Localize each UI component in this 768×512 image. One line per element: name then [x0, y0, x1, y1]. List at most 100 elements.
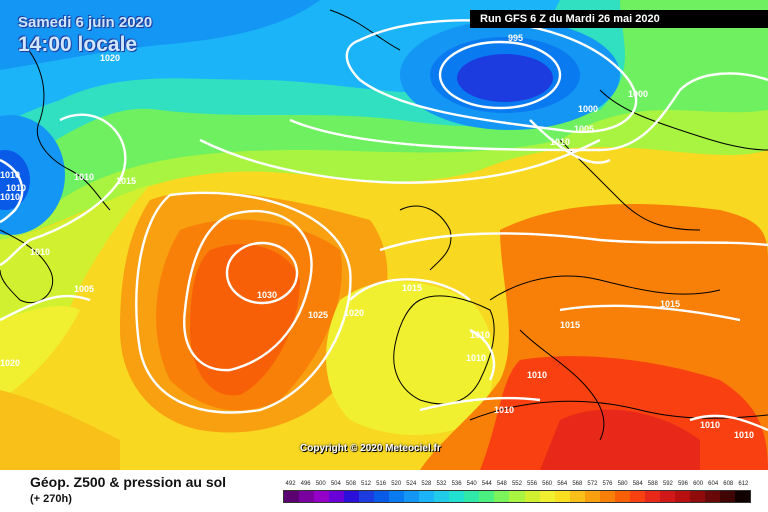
scale-tick-label: 600 — [693, 481, 704, 487]
color-scale: 492 496 500 504 508 512 516 520 524 528 532 536 540 5… — [283, 479, 751, 505]
pressure-label: 1010 — [6, 183, 26, 193]
scale-swatches — [283, 490, 751, 503]
scale-swatch — [434, 491, 450, 502]
scale-tick-label: 608 — [723, 481, 734, 487]
scale-tick-label: 540 — [466, 481, 477, 487]
forecast-map: 995 1000 1000 1005 1010 1010 1020 1010 1… — [0, 0, 768, 470]
isobar-1010d — [419, 396, 541, 412]
scale-tick-label: 552 — [511, 481, 522, 487]
scale-swatch — [479, 491, 495, 502]
scale-tick-label: 556 — [527, 481, 538, 487]
pressure-label: 1000 — [628, 89, 648, 99]
scale-swatch — [314, 491, 330, 502]
scale-tick-label: 492 — [285, 481, 296, 487]
scale-tick-label: 584 — [632, 481, 643, 487]
scale-tick-label: 496 — [300, 481, 311, 487]
legend-title: Géop. Z500 & pression au sol — [30, 474, 227, 490]
isobar-1000b — [529, 119, 611, 164]
scale-swatch — [329, 491, 345, 502]
scale-swatch — [419, 491, 435, 502]
scale-tick-label: 512 — [361, 481, 372, 487]
scale-swatch — [344, 491, 360, 502]
scale-tick-label: 596 — [677, 481, 688, 487]
scale-swatch — [719, 491, 735, 502]
scale-tick-label: 580 — [617, 481, 628, 487]
isobar-1015 — [349, 278, 471, 301]
scale-swatch — [569, 491, 585, 502]
pressure-label: 1015 — [402, 283, 422, 293]
forecast-date: Samedi 6 juin 2020 — [18, 14, 153, 31]
pressure-label: 1010 — [0, 170, 20, 180]
isobar-1005 — [289, 72, 768, 152]
scale-tick-label: 612 — [738, 481, 749, 487]
scale-swatch — [359, 491, 375, 502]
pressure-label: 1015 — [660, 299, 680, 309]
pressure-label: 1030 — [257, 290, 277, 300]
scale-swatch — [509, 491, 525, 502]
scale-swatch — [284, 491, 300, 502]
scale-tick-label: 532 — [436, 481, 447, 487]
pressure-label: 995 — [508, 33, 523, 43]
z500-field-map: 995 1000 1000 1005 1010 1010 1020 1010 1… — [0, 0, 768, 470]
isobar-1015c — [559, 304, 741, 322]
pressure-label: 1015 — [116, 176, 136, 186]
scale-tick-label: 528 — [421, 481, 432, 487]
scale-swatch — [584, 491, 600, 502]
pressure-label: 1005 — [574, 124, 594, 134]
scale-tick-label: 572 — [587, 481, 598, 487]
scale-swatch — [629, 491, 645, 502]
pressure-label: 1010 — [74, 172, 94, 182]
pressure-label: 1010 — [494, 405, 514, 415]
isobar-1010b — [0, 113, 127, 267]
pressure-label: 1005 — [74, 284, 94, 294]
scale-tick-label: 504 — [330, 481, 341, 487]
isobar-1020b — [135, 191, 352, 414]
scale-tick-label: 568 — [572, 481, 583, 487]
isobar-1020 — [0, 294, 91, 322]
scale-swatch — [404, 491, 420, 502]
pressure-label: 1000 — [578, 104, 598, 114]
scale-tick-label: 588 — [647, 481, 658, 487]
copyright-notice: Copyright © 2020 Meteociel.fr — [300, 443, 441, 454]
scale-swatch — [734, 491, 750, 502]
isobar-1010 — [199, 138, 601, 184]
pressure-label: 1020 — [344, 308, 364, 318]
scale-swatch — [389, 491, 405, 502]
scale-tick-label: 604 — [708, 481, 719, 487]
forecast-time: 14:00 locale — [18, 33, 138, 56]
pressure-label: 1020 — [0, 358, 20, 368]
isobar-1010c — [469, 328, 496, 381]
scale-swatch — [659, 491, 675, 502]
scale-tick-label: 576 — [602, 481, 613, 487]
pressure-label: 1010 — [470, 330, 490, 340]
scale-tick-label: 516 — [376, 481, 387, 487]
scale-swatch — [539, 491, 555, 502]
isobars — [0, 19, 768, 432]
isobar-995 — [438, 40, 562, 110]
scale-tick-label: 564 — [557, 481, 568, 487]
pressure-label: 1010 — [700, 420, 720, 430]
pressure-label: 1010 — [0, 192, 20, 202]
pressure-label: 1010 — [550, 137, 570, 147]
scale-tick-label: 548 — [496, 481, 507, 487]
scale-swatch — [599, 491, 615, 502]
legend-bar: Géop. Z500 & pression au sol (+ 270h) 49… — [0, 470, 768, 512]
scale-swatch — [644, 491, 660, 502]
scale-swatch — [554, 491, 570, 502]
pressure-label: 1010 — [30, 247, 50, 257]
scale-swatch — [299, 491, 315, 502]
scale-swatch — [689, 491, 705, 502]
isobar-1030 — [225, 241, 299, 305]
pressure-label: 1010 — [527, 370, 547, 380]
run-info-banner: Run GFS 6 Z du Mardi 26 mai 2020 — [470, 10, 768, 28]
scale-tick-label: 500 — [315, 481, 326, 487]
scale-tick-label: 536 — [451, 481, 462, 487]
pressure-label: 1010 — [734, 430, 754, 440]
scale-swatch — [704, 491, 720, 502]
scale-tick-label: 520 — [391, 481, 402, 487]
pressure-label: 1015 — [560, 320, 580, 330]
isobar-1010e — [689, 414, 768, 432]
scale-tick-label: 592 — [662, 481, 673, 487]
scale-swatch — [674, 491, 690, 502]
